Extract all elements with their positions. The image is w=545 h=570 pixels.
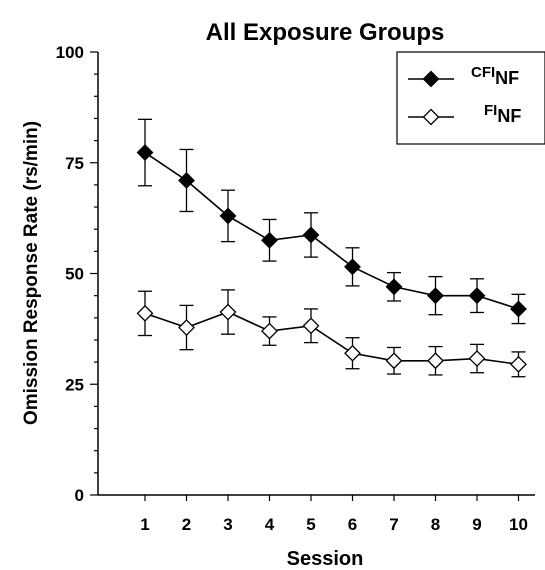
x-tick-label: 2	[182, 515, 191, 534]
series-line	[144, 311, 519, 366]
data-point	[468, 350, 486, 367]
y-tick-label: 100	[56, 43, 84, 62]
data-point	[510, 300, 527, 318]
data-point	[385, 278, 403, 296]
data-point	[136, 304, 154, 322]
series-1	[136, 289, 527, 378]
data-point	[510, 355, 527, 373]
x-tick-label: 8	[431, 515, 440, 534]
y-axis-label: Omission Response Rate (rs/min)	[21, 121, 42, 425]
data-point	[344, 344, 361, 362]
series-0	[136, 118, 527, 325]
chart-title: All Exposure Groups	[206, 19, 445, 46]
data-point	[302, 317, 320, 335]
y-tick-label: 25	[65, 375, 84, 394]
data-point	[219, 207, 237, 225]
legend-label-subscript: NF	[495, 68, 519, 88]
x-tick-label: 1	[140, 515, 149, 534]
data-point	[427, 287, 444, 305]
y-tick-label: 75	[65, 154, 84, 173]
data-point	[136, 144, 154, 161]
x-tick-label: 5	[306, 515, 315, 534]
legend-marker	[422, 70, 440, 88]
y-tick-label: 0	[75, 486, 84, 505]
data-point	[302, 226, 320, 244]
data-point	[261, 231, 278, 249]
legend-box	[396, 51, 545, 145]
data-point	[178, 319, 195, 336]
x-tick-label: 3	[223, 515, 232, 534]
x-tick-label: 9	[472, 515, 481, 534]
series-layer	[136, 118, 527, 378]
data-point	[261, 322, 278, 340]
x-tick-label: 6	[348, 515, 357, 534]
y-tick-label: 50	[65, 265, 84, 284]
data-point	[344, 258, 361, 276]
x-tick-label: 7	[389, 515, 398, 534]
x-tick-label: 4	[265, 515, 275, 534]
data-point	[219, 303, 237, 321]
data-point	[468, 287, 486, 305]
legend-label-subscript: NF	[497, 106, 521, 126]
series-line	[144, 151, 519, 310]
x-tick-label: 10	[509, 515, 528, 534]
axes: 0 25 50 75 100 1 2 3 4 5 6 7 8 9 10	[56, 43, 535, 534]
legend-marker	[422, 108, 440, 126]
x-axis-label: Session	[287, 548, 364, 570]
data-point	[385, 352, 403, 370]
data-point	[178, 172, 195, 189]
data-point	[427, 352, 444, 370]
